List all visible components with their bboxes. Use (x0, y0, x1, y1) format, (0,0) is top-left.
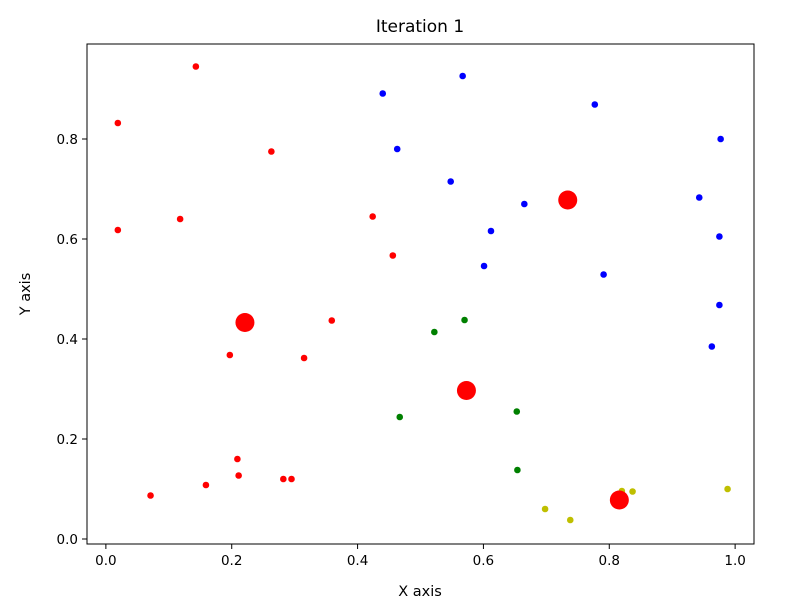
data-point (447, 178, 455, 185)
data-point (480, 262, 488, 270)
data-point (389, 252, 397, 259)
data-point (708, 343, 716, 350)
data-point (288, 475, 295, 483)
data-point (268, 148, 275, 155)
data-point (600, 271, 607, 278)
data-point (695, 194, 703, 201)
data-point (226, 351, 234, 359)
y-axis: 0.0 0.2 0.4 0.6 0.8 (57, 132, 87, 548)
x-tick-label: 0.2 (221, 553, 242, 569)
data-point (114, 226, 122, 234)
centroid-point (456, 381, 476, 400)
y-tick-label: 0.6 (57, 232, 78, 248)
centroid-point (558, 190, 578, 210)
data-point (396, 413, 404, 421)
data-point (629, 488, 636, 495)
x-tick-label: 0.6 (473, 553, 494, 569)
y-tick-label: 0.4 (57, 332, 78, 348)
data-point (459, 72, 466, 80)
y-tick-label: 0.0 (57, 532, 78, 548)
x-tick-label: 0.0 (95, 553, 116, 569)
x-tick-label: 0.4 (347, 553, 368, 569)
chart-title: Iteration 1 (376, 17, 464, 37)
data-point (591, 101, 599, 108)
data-point (541, 505, 549, 513)
data-point (300, 354, 308, 362)
centroid-point (235, 313, 255, 332)
data-point (369, 213, 376, 220)
data-point (176, 215, 184, 223)
data-point (147, 492, 154, 499)
data-point (114, 119, 122, 127)
plot-frame (86, 43, 755, 545)
x-axis-label: X axis (398, 584, 442, 600)
data-point (487, 227, 495, 235)
data-point (280, 475, 287, 483)
y-tick-label: 0.8 (57, 132, 78, 148)
data-point (566, 516, 574, 524)
data-point (202, 481, 210, 489)
data-point (461, 316, 468, 324)
y-tick-label: 0.2 (57, 432, 78, 448)
data-point (717, 135, 724, 143)
centroid-point (609, 490, 629, 510)
y-axis-label: Y axis (18, 273, 34, 317)
points-layer (114, 63, 731, 524)
data-point (514, 466, 521, 474)
x-tick-label: 1.0 (724, 553, 745, 569)
data-point (521, 200, 528, 208)
x-tick-label: 0.8 (599, 553, 620, 569)
data-point (724, 485, 731, 493)
data-point (235, 472, 242, 479)
data-point (716, 233, 723, 240)
data-point (379, 90, 387, 97)
data-point (716, 301, 723, 309)
data-point (393, 145, 401, 153)
data-point (234, 455, 241, 463)
data-point (328, 317, 336, 324)
data-point (431, 328, 438, 336)
data-point (192, 63, 200, 70)
data-point (513, 408, 521, 415)
x-axis: 0.0 0.2 0.4 0.6 0.8 1.0 (95, 544, 746, 569)
